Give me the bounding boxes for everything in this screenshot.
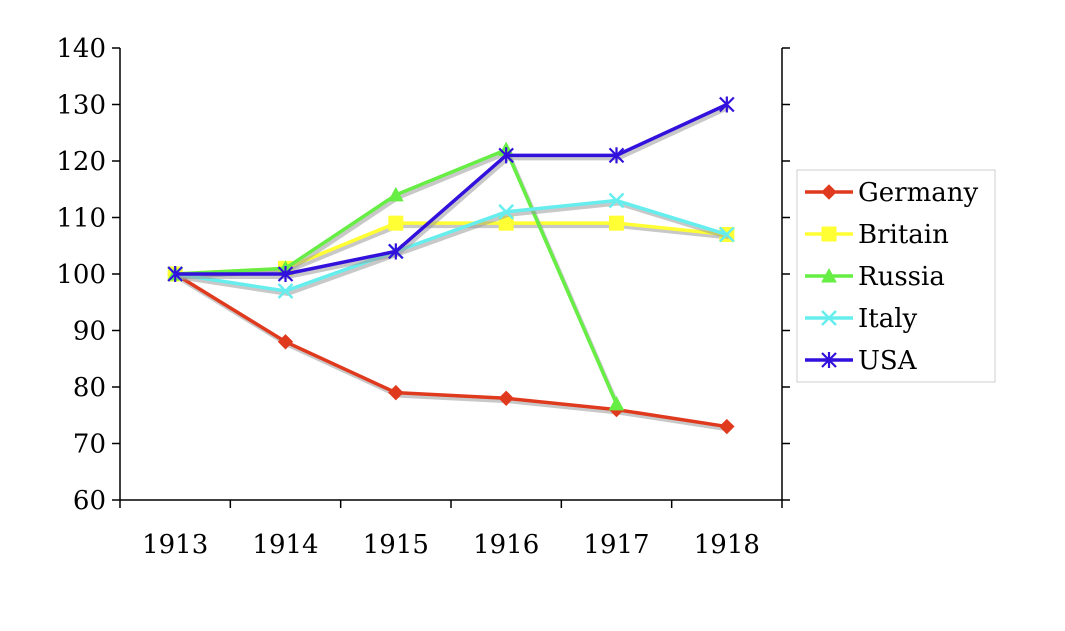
y-tick-label: 100 [56,260,106,290]
x-tick-label: 1917 [583,530,649,560]
legend-item-britain: Britain [805,220,949,250]
series-line [174,272,728,429]
legend-item-russia: Russia [805,262,945,292]
series-shadow [176,201,730,296]
data-point [498,147,514,164]
series-usa [167,96,735,283]
data-point [821,226,837,242]
data-point [821,351,837,369]
y-tick-label: 140 [56,34,106,64]
legend-label: Italy [858,304,918,334]
data-point [719,96,735,113]
data-point [719,418,735,435]
series-shadow [176,275,730,432]
y-tick-label: 90 [73,317,106,347]
data-point [277,334,294,350]
data-point [167,265,183,283]
legend-item-usa: USA [805,346,918,376]
data-point [718,226,735,243]
legend-label: Russia [858,262,945,292]
data-point [821,267,837,283]
y-tick-label: 130 [56,91,106,121]
y-tick-label: 120 [56,147,106,177]
x-axis: 1913 1914 1915 1916 1917 1918 [119,499,783,560]
data-point [387,186,404,202]
data-point [608,147,625,164]
data-point [277,265,294,283]
data-point [388,384,404,401]
legend-label: Germany [858,178,978,208]
x-tick-label: 1913 [142,530,208,560]
legend-label: USA [858,346,918,376]
data-point [498,390,514,407]
data-point [821,310,837,326]
data-point [821,184,837,200]
series-germany [167,266,735,435]
data-point [609,215,624,231]
x-tick-label: 1916 [473,530,539,560]
x-tick-label: 1914 [252,530,318,560]
series-layer [167,96,735,435]
data-point [498,203,515,220]
y-tick-label: 110 [56,204,106,234]
series-line [174,198,728,293]
y-tick-label: 70 [73,430,106,460]
data-point [388,243,404,260]
legend-label: Britain [858,220,949,250]
y-tick-label: 80 [73,373,106,403]
data-point [608,395,625,411]
data-point [608,192,625,209]
x-tick-label: 1918 [694,530,760,560]
series-line [175,102,728,276]
series-shadow [177,105,730,279]
data-point [277,283,294,299]
data-point [388,215,404,231]
y-axis: 60 70 80 90 100 110 120 130 140 [56,34,790,516]
legend: Germany Britain Russia Italy USA [796,169,996,383]
legend-item-germany: Germany [805,178,978,208]
series-italy [167,192,735,299]
x-tick-label: 1915 [363,530,429,560]
y-tick-label: 60 [73,486,106,516]
legend-item-italy: Italy [805,304,918,334]
